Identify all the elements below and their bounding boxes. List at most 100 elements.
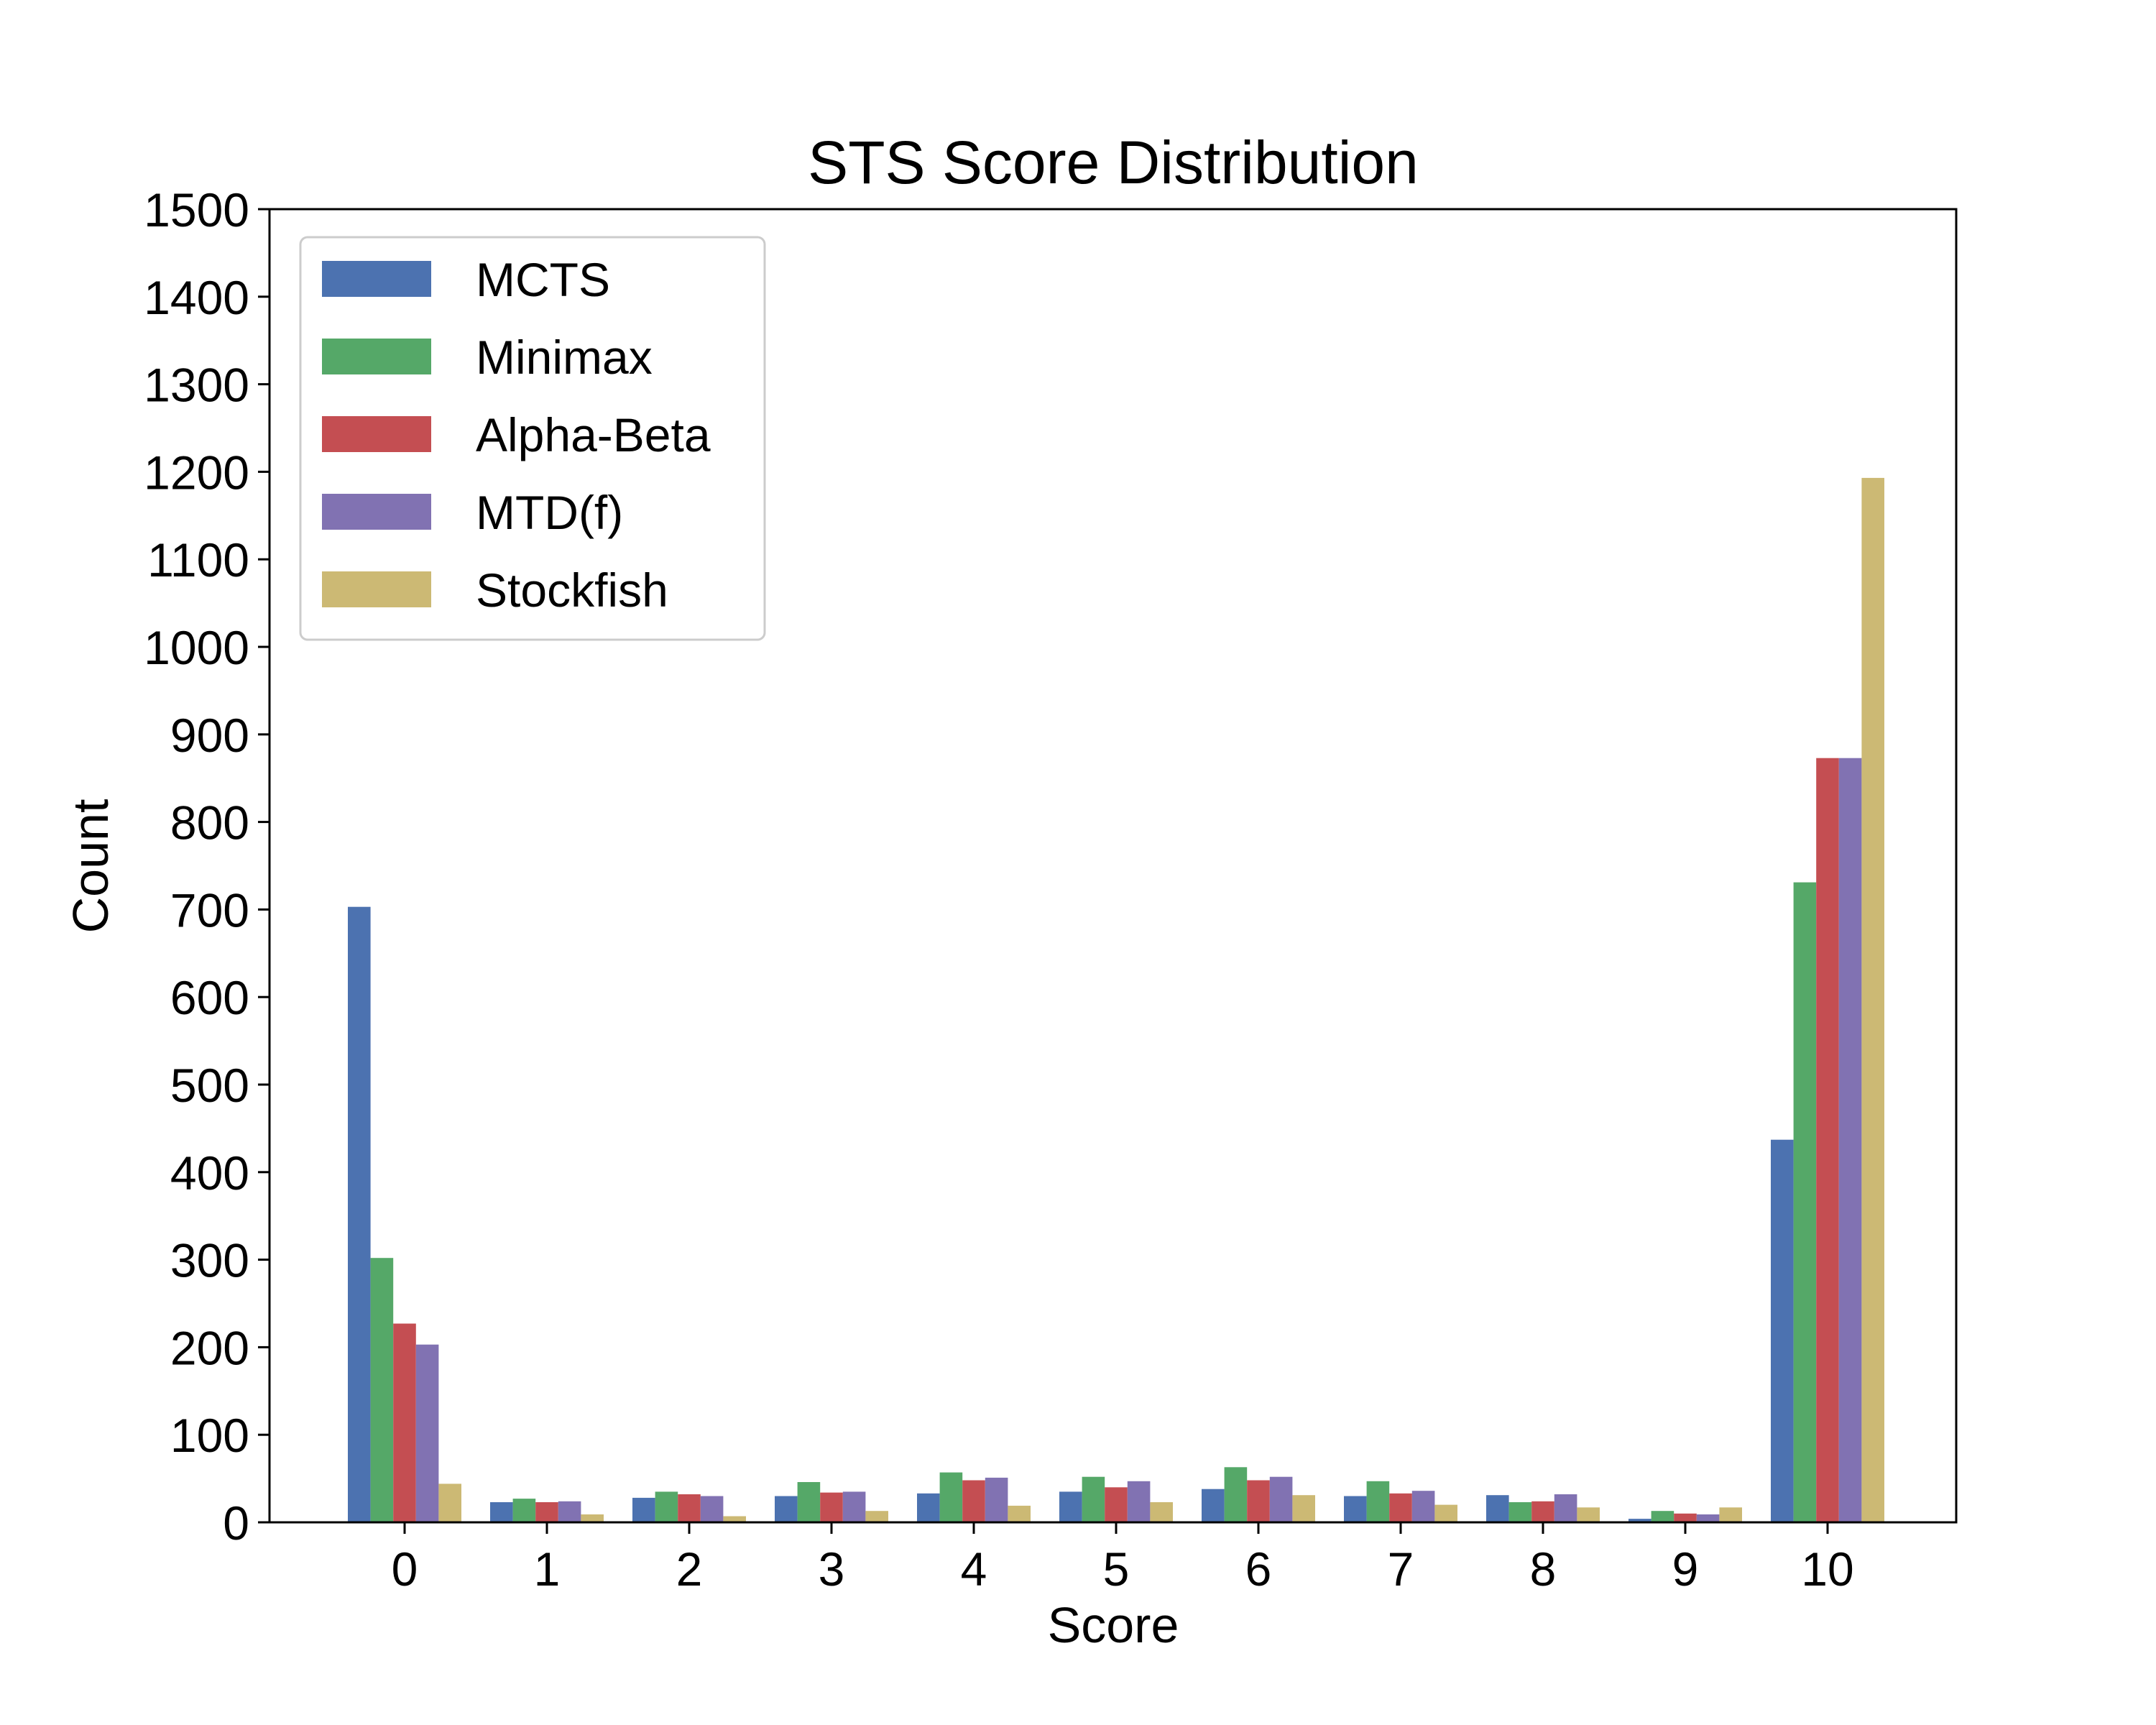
bar-minimax-score-2 xyxy=(655,1491,678,1522)
bar-stockfish-score-4 xyxy=(1008,1505,1031,1522)
legend: MCTS Minimax Alpha-Beta MTD(f) Stockfish xyxy=(299,236,766,641)
legend-swatch-mcts xyxy=(322,261,431,297)
x-tick-label: 5 xyxy=(1103,1542,1130,1596)
x-tick-label: 8 xyxy=(1530,1542,1557,1596)
bar-stockfish-score-6 xyxy=(1292,1495,1315,1522)
bar-mtd-f--score-4 xyxy=(985,1477,1008,1522)
y-axis-label: Count xyxy=(63,799,119,934)
y-tick-label: 600 xyxy=(170,971,249,1024)
x-tick-label: 6 xyxy=(1245,1542,1272,1596)
bar-alpha-beta-score-5 xyxy=(1105,1487,1128,1522)
bar-stockfish-score-2 xyxy=(723,1516,746,1522)
bar-mcts-score-7 xyxy=(1344,1496,1367,1522)
bar-alpha-beta-score-6 xyxy=(1247,1480,1270,1522)
bar-alpha-beta-score-0 xyxy=(393,1323,416,1522)
legend-swatch-stockfish xyxy=(322,571,431,607)
x-tick-label: 1 xyxy=(534,1542,561,1596)
plot-area-frame xyxy=(268,208,1958,1524)
y-tick-label: 1400 xyxy=(144,271,249,324)
bar-minimax-score-6 xyxy=(1224,1467,1248,1522)
x-tick-label: 3 xyxy=(819,1542,845,1596)
y-axis-ticks: 0 100 200 300 400 500 600 700 800 900 1000 1100 1200… xyxy=(144,183,270,1550)
y-tick-label: 1300 xyxy=(144,359,249,412)
bar-mtd-f--score-1 xyxy=(558,1501,581,1522)
legend-swatch-mtd-f- xyxy=(322,494,431,530)
y-tick-label: 200 xyxy=(170,1321,249,1374)
bar-alpha-beta-score-4 xyxy=(962,1480,985,1522)
bar-minimax-score-7 xyxy=(1366,1481,1390,1522)
bar-mcts-score-10 xyxy=(1771,1139,1794,1522)
bar-mcts-score-3 xyxy=(775,1496,798,1522)
bar-mcts-score-8 xyxy=(1486,1495,1509,1522)
legend-box xyxy=(299,236,766,641)
chart-title: STS Score Distribution xyxy=(808,129,1419,196)
bar-stockfish-score-9 xyxy=(1719,1507,1742,1522)
y-tick-label: 1000 xyxy=(144,621,249,674)
bar-mtd-f--score-9 xyxy=(1696,1514,1720,1522)
bar-mcts-score-9 xyxy=(1628,1519,1651,1522)
bar-minimax-score-0 xyxy=(370,1258,394,1522)
bar-stockfish-score-5 xyxy=(1150,1502,1173,1522)
bar-stockfish-score-0 xyxy=(438,1484,461,1522)
x-tick-label: 9 xyxy=(1672,1542,1699,1596)
y-tick-label: 800 xyxy=(170,796,249,850)
bar-mtd-f--score-7 xyxy=(1411,1491,1435,1522)
x-tick-label: 2 xyxy=(676,1542,703,1596)
bar-mtd-f--score-5 xyxy=(1127,1481,1151,1522)
bar-stockfish-score-7 xyxy=(1434,1504,1457,1522)
x-tick-label: 0 xyxy=(392,1542,418,1596)
bar-mcts-score-1 xyxy=(490,1502,513,1522)
x-tick-label: 7 xyxy=(1388,1542,1414,1596)
legend-swatch-alpha-beta xyxy=(322,416,431,452)
bar-mcts-score-4 xyxy=(917,1493,940,1522)
bar-alpha-beta-score-7 xyxy=(1389,1493,1412,1522)
legend-label-minimax: Minimax xyxy=(476,331,653,384)
legend-label-stockfish: Stockfish xyxy=(476,564,668,617)
bar-stockfish-score-8 xyxy=(1577,1507,1600,1522)
x-tick-label: 4 xyxy=(961,1542,987,1596)
bar-minimax-score-5 xyxy=(1082,1476,1105,1522)
bar-mcts-score-6 xyxy=(1202,1489,1225,1522)
legend-label-mcts: MCTS xyxy=(476,253,610,306)
y-tick-label: 1500 xyxy=(144,183,249,236)
bar-minimax-score-3 xyxy=(797,1482,821,1522)
bar-minimax-score-1 xyxy=(512,1499,536,1522)
bar-stockfish-score-10 xyxy=(1861,477,1884,1522)
bar-mtd-f--score-8 xyxy=(1554,1494,1577,1522)
bar-alpha-beta-score-2 xyxy=(678,1494,701,1522)
bar-mcts-score-2 xyxy=(632,1497,655,1522)
bar-minimax-score-9 xyxy=(1651,1511,1674,1522)
bar-mcts-score-5 xyxy=(1059,1491,1082,1522)
legend-label-mtd-f-: MTD(f) xyxy=(476,486,623,539)
y-tick-label: 300 xyxy=(170,1234,249,1287)
legend-label-alpha-beta: Alpha-Beta xyxy=(476,408,711,461)
bar-mtd-f--score-2 xyxy=(700,1496,724,1522)
bar-alpha-beta-score-3 xyxy=(820,1492,843,1522)
bar-mtd-f--score-6 xyxy=(1269,1476,1293,1522)
bar-alpha-beta-score-9 xyxy=(1674,1513,1697,1522)
y-tick-label: 1100 xyxy=(147,533,249,586)
legend-swatch-minimax xyxy=(322,339,431,374)
x-tick-label: 10 xyxy=(1801,1542,1853,1596)
bar-mtd-f--score-10 xyxy=(1838,758,1862,1522)
bars-group xyxy=(348,477,1884,1522)
bar-alpha-beta-score-10 xyxy=(1816,758,1839,1522)
bar-stockfish-score-1 xyxy=(581,1514,604,1522)
y-tick-label: 900 xyxy=(170,709,249,762)
y-tick-label: 1200 xyxy=(144,446,249,499)
y-tick-label: 700 xyxy=(170,883,249,937)
y-tick-label: 100 xyxy=(170,1409,249,1462)
x-axis-label: Score xyxy=(1048,1597,1179,1653)
bar-mtd-f--score-0 xyxy=(415,1344,439,1522)
bar-minimax-score-4 xyxy=(939,1472,963,1522)
bar-alpha-beta-score-8 xyxy=(1531,1501,1554,1522)
bar-stockfish-score-3 xyxy=(865,1511,888,1522)
y-tick-label: 400 xyxy=(170,1146,249,1200)
bar-mtd-f--score-3 xyxy=(842,1491,866,1522)
x-axis-ticks: 0 1 2 3 4 5 6 7 8 9 10 xyxy=(392,1522,1854,1596)
bar-mcts-score-0 xyxy=(348,906,371,1522)
bar-minimax-score-10 xyxy=(1793,882,1817,1522)
bar-minimax-score-8 xyxy=(1508,1502,1532,1522)
